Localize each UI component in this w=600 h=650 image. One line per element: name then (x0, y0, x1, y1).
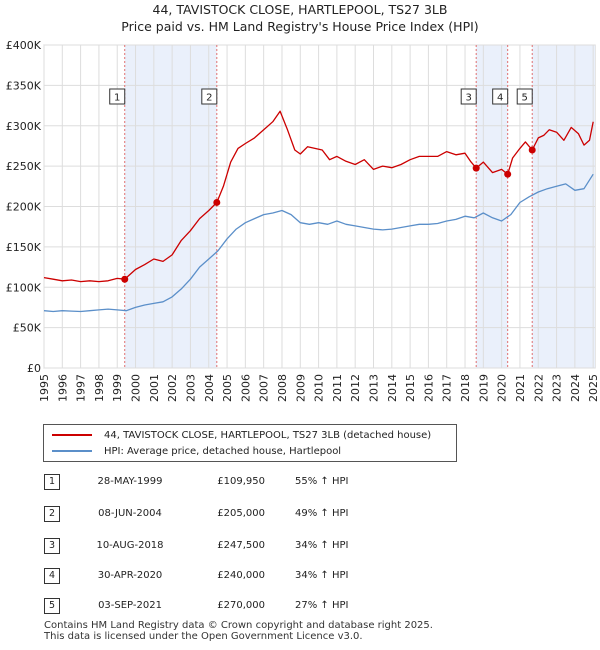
sale-date: 28-MAY-1999 (97, 476, 163, 487)
sale-marker-box (109, 88, 126, 105)
sale-marker-box (492, 88, 509, 105)
x-tick-label: 2014 (386, 374, 399, 402)
x-tick-label: 2018 (459, 374, 472, 402)
x-tick-label: 2004 (203, 374, 216, 402)
sale-point (504, 170, 512, 178)
footer-copyright: Contains HM Land Registry data © Crown c… (44, 620, 433, 631)
x-tick-label: 2009 (294, 374, 307, 402)
sale-price: £109,950 (217, 476, 265, 487)
table-row: 2 08-JUN-2004 £205,000 49% ↑ HPI (0, 506, 600, 524)
sale-date: 03-SEP-2021 (98, 600, 162, 611)
sale-number: 1 (44, 474, 60, 490)
sale-point (472, 164, 480, 172)
sale-price: £270,000 (217, 600, 265, 611)
sale-hpi: 55% ↑ HPI (295, 476, 349, 487)
sale-hpi: 49% ↑ HPI (295, 508, 349, 519)
sale-number: 2 (44, 506, 60, 522)
sale-point (121, 275, 129, 283)
sale-number: 4 (44, 568, 60, 584)
table-row: 5 03-SEP-2021 £270,000 27% ↑ HPI (0, 598, 600, 616)
sale-marker-label: 3 (466, 93, 472, 104)
x-tick-label: 2025 (587, 374, 600, 402)
sale-date: 10-AUG-2018 (96, 540, 164, 551)
y-tick-label: £300K (6, 120, 42, 133)
x-tick-label: 2022 (532, 374, 545, 402)
x-tick-label: 2005 (221, 374, 234, 402)
x-tick-label: 2020 (496, 374, 509, 402)
x-tick-label: 2013 (368, 374, 381, 402)
legend-label-property: 44, TAVISTOCK CLOSE, HARTLEPOOL, TS27 3L… (104, 429, 432, 441)
x-tick-label: 2023 (551, 374, 564, 402)
x-tick-label: 2003 (184, 374, 197, 402)
x-tick-label: 1999 (111, 374, 124, 402)
y-tick-label: £0 (27, 362, 41, 375)
sale-marker-box (460, 88, 477, 105)
property-price-line (43, 110, 594, 283)
x-tick-label: 2008 (276, 374, 289, 402)
x-tick-label: 2010 (313, 374, 326, 402)
x-tick-label: 2011 (331, 374, 344, 402)
x-tick-label: 2017 (441, 374, 454, 402)
legend-swatch-hpi (52, 450, 92, 452)
x-tick-label: 2021 (514, 374, 527, 402)
legend-swatch-property (52, 434, 92, 436)
x-tick-label: 2019 (477, 374, 490, 402)
chart-subtitle: Price paid vs. HM Land Registry's House … (121, 19, 479, 34)
x-tick-label: 1995 (38, 374, 51, 402)
y-tick-label: £50K (13, 322, 42, 335)
y-tick-label: £350K (6, 79, 42, 92)
table-row: 3 10-AUG-2018 £247,500 34% ↑ HPI (0, 538, 600, 556)
x-tick-label: 2007 (258, 374, 271, 402)
x-tick-label: 1998 (93, 374, 106, 402)
x-tick-label: 1997 (75, 374, 88, 402)
legend-label-hpi: HPI: Average price, detached house, Hart… (104, 445, 342, 457)
x-tick-label: 2000 (130, 374, 143, 402)
x-tick-label: 2015 (404, 374, 417, 402)
sale-marker-label: 4 (497, 93, 503, 104)
x-tick-label: 2002 (166, 374, 179, 402)
sale-marker-box (201, 88, 218, 105)
sale-date: 30-APR-2020 (97, 570, 163, 581)
legend-item-property: 44, TAVISTOCK CLOSE, HARTLEPOOL, TS27 3L… (52, 428, 431, 442)
sale-price: £205,000 (217, 508, 265, 519)
hpi-line (43, 173, 594, 313)
x-tick-label: 2012 (349, 374, 362, 402)
y-tick-label: £250K (6, 160, 42, 173)
y-tick-label: £100K (6, 281, 42, 294)
y-tick-label: £200K (6, 201, 42, 214)
sale-hpi: 34% ↑ HPI (295, 540, 349, 551)
y-tick-label: £150K (6, 241, 42, 254)
sale-date: 08-JUN-2004 (98, 508, 162, 519)
chart-title: 44, TAVISTOCK CLOSE, HARTLEPOOL, TS27 3L… (152, 2, 448, 17)
table-row: 4 30-APR-2020 £240,000 34% ↑ HPI (0, 568, 600, 586)
sale-hpi: 34% ↑ HPI (295, 570, 349, 581)
x-tick-label: 2016 (422, 374, 435, 402)
footer: Contains HM Land Registry data © Crown c… (44, 620, 433, 642)
sale-number: 3 (44, 538, 60, 554)
price-chart: £0 £50K £100K £150K £200K £250K £300K £350K £400… (6, 39, 600, 402)
sale-marker-box (516, 88, 533, 105)
sale-point (213, 198, 221, 206)
sale-hpi: 27% ↑ HPI (295, 600, 349, 611)
legend: 44, TAVISTOCK CLOSE, HARTLEPOOL, TS27 3L… (43, 424, 457, 462)
sale-marker-label: 2 (206, 93, 212, 104)
x-tick-label: 1996 (56, 374, 69, 402)
x-tick-label: 2024 (569, 374, 582, 402)
sale-marker-label: 5 (522, 93, 528, 104)
sale-number: 5 (44, 598, 60, 614)
sale-price: £247,500 (217, 540, 265, 551)
footer-licence: This data is licensed under the Open Gov… (44, 631, 363, 642)
table-row: 1 28-MAY-1999 £109,950 55% ↑ HPI (0, 474, 600, 492)
sale-price: £240,000 (217, 570, 265, 581)
sale-marker-label: 1 (114, 93, 120, 104)
x-tick-label: 2006 (239, 374, 252, 402)
x-tick-label: 2001 (148, 374, 161, 402)
legend-item-hpi: HPI: Average price, detached house, Hart… (52, 444, 341, 458)
sale-point (528, 146, 536, 154)
y-tick-label: £400K (6, 39, 42, 52)
